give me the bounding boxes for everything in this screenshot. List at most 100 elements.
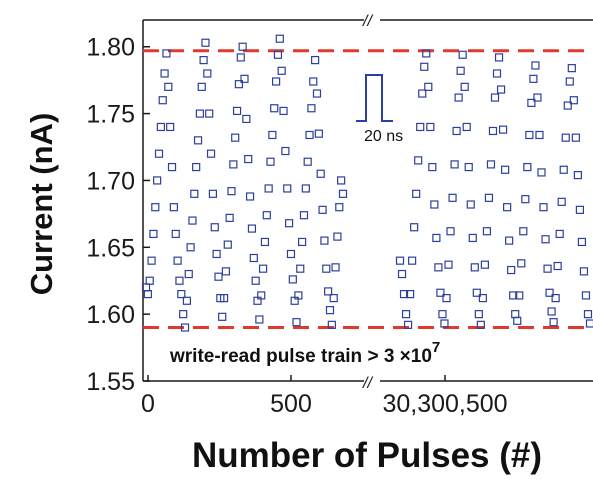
data-point (436, 288, 445, 297)
data-point (325, 306, 335, 315)
data-point (501, 165, 510, 174)
data-point (569, 96, 578, 105)
data-point (255, 315, 264, 324)
data-point (156, 122, 165, 132)
data-point (160, 69, 169, 78)
data-point (232, 106, 242, 116)
data-point (283, 184, 292, 193)
data-point (236, 53, 245, 62)
y-tick-label: 1.70 (86, 167, 135, 195)
data-point (541, 235, 550, 244)
data-point (410, 223, 419, 232)
data-point (446, 227, 455, 236)
data-point (460, 82, 469, 91)
data-point (195, 109, 204, 118)
pulse-inset: 20 ns (356, 74, 403, 145)
data-point (517, 259, 526, 268)
data-point (555, 229, 564, 239)
data-point (147, 256, 156, 265)
data-point (143, 289, 152, 299)
axis-break-bottom: // (362, 375, 373, 392)
data-point (201, 38, 210, 47)
data-point (403, 320, 413, 329)
data-point (271, 77, 281, 86)
data-point (186, 243, 195, 252)
data-point (182, 296, 191, 305)
data-point (426, 122, 435, 132)
data-point (523, 162, 532, 172)
data-point (153, 176, 162, 185)
data-point (420, 62, 429, 71)
data-point (397, 269, 407, 279)
y-tick-label: 1.80 (86, 34, 135, 62)
data-point (192, 162, 201, 172)
data-point (505, 236, 514, 245)
data-point (177, 289, 186, 299)
data-point (557, 197, 566, 206)
data-point (199, 56, 208, 65)
data-point (324, 287, 333, 296)
data-point (401, 310, 411, 319)
data-point (307, 104, 316, 113)
data-point (268, 130, 277, 140)
pulse-waveform-icon (356, 74, 393, 122)
data-point (547, 307, 556, 316)
data-point (422, 49, 431, 58)
data-point (581, 291, 591, 300)
data-point (303, 157, 312, 166)
x-axis-title: Number of Pulses (#) (192, 436, 542, 475)
x-axis-ticks: 0 500 30,300,500 (141, 375, 508, 418)
data-point (444, 260, 453, 269)
data-point (559, 165, 568, 174)
data-point (494, 53, 504, 62)
data-point (331, 263, 340, 272)
data-point (333, 232, 342, 241)
data-point (531, 61, 540, 70)
x-tick-label: 30,300,500 (382, 390, 507, 418)
data-point (503, 203, 512, 212)
axis-break-top: // (362, 13, 373, 30)
data-point (472, 288, 481, 297)
data-point (305, 130, 314, 140)
data-point (260, 237, 270, 247)
data-point (214, 272, 223, 281)
data-point (539, 203, 548, 212)
data-point (434, 263, 443, 272)
data-point (511, 310, 520, 319)
data-point (575, 205, 584, 214)
data-point (309, 77, 318, 86)
data-point (158, 96, 167, 105)
data-point (561, 133, 570, 142)
data-point (219, 294, 229, 303)
data-point (322, 264, 331, 273)
data-point (240, 74, 249, 83)
data-point (286, 249, 296, 259)
data-point (225, 213, 234, 222)
data-point (188, 216, 197, 225)
data-point (519, 227, 528, 236)
y-axis-title: Current (nA) (24, 113, 59, 296)
data-point (212, 249, 221, 259)
data-point (171, 229, 180, 239)
data-point (281, 146, 290, 156)
data-point (513, 316, 522, 325)
plot-frame: // // (142, 13, 593, 392)
data-point (527, 98, 536, 107)
data-point (521, 195, 530, 204)
data-point (480, 260, 489, 269)
data-point (223, 240, 232, 249)
data-point (245, 192, 255, 201)
data-point (585, 319, 593, 328)
data-point (264, 184, 273, 193)
data-point (567, 64, 576, 73)
data-point (563, 101, 572, 110)
data-point (251, 276, 260, 285)
data-point (320, 236, 329, 245)
data-point (466, 200, 475, 209)
data-point (470, 263, 479, 272)
data-point (492, 69, 502, 78)
data-point (573, 170, 582, 180)
data-point (175, 276, 184, 285)
data-point (151, 203, 160, 212)
data-point (438, 310, 447, 319)
